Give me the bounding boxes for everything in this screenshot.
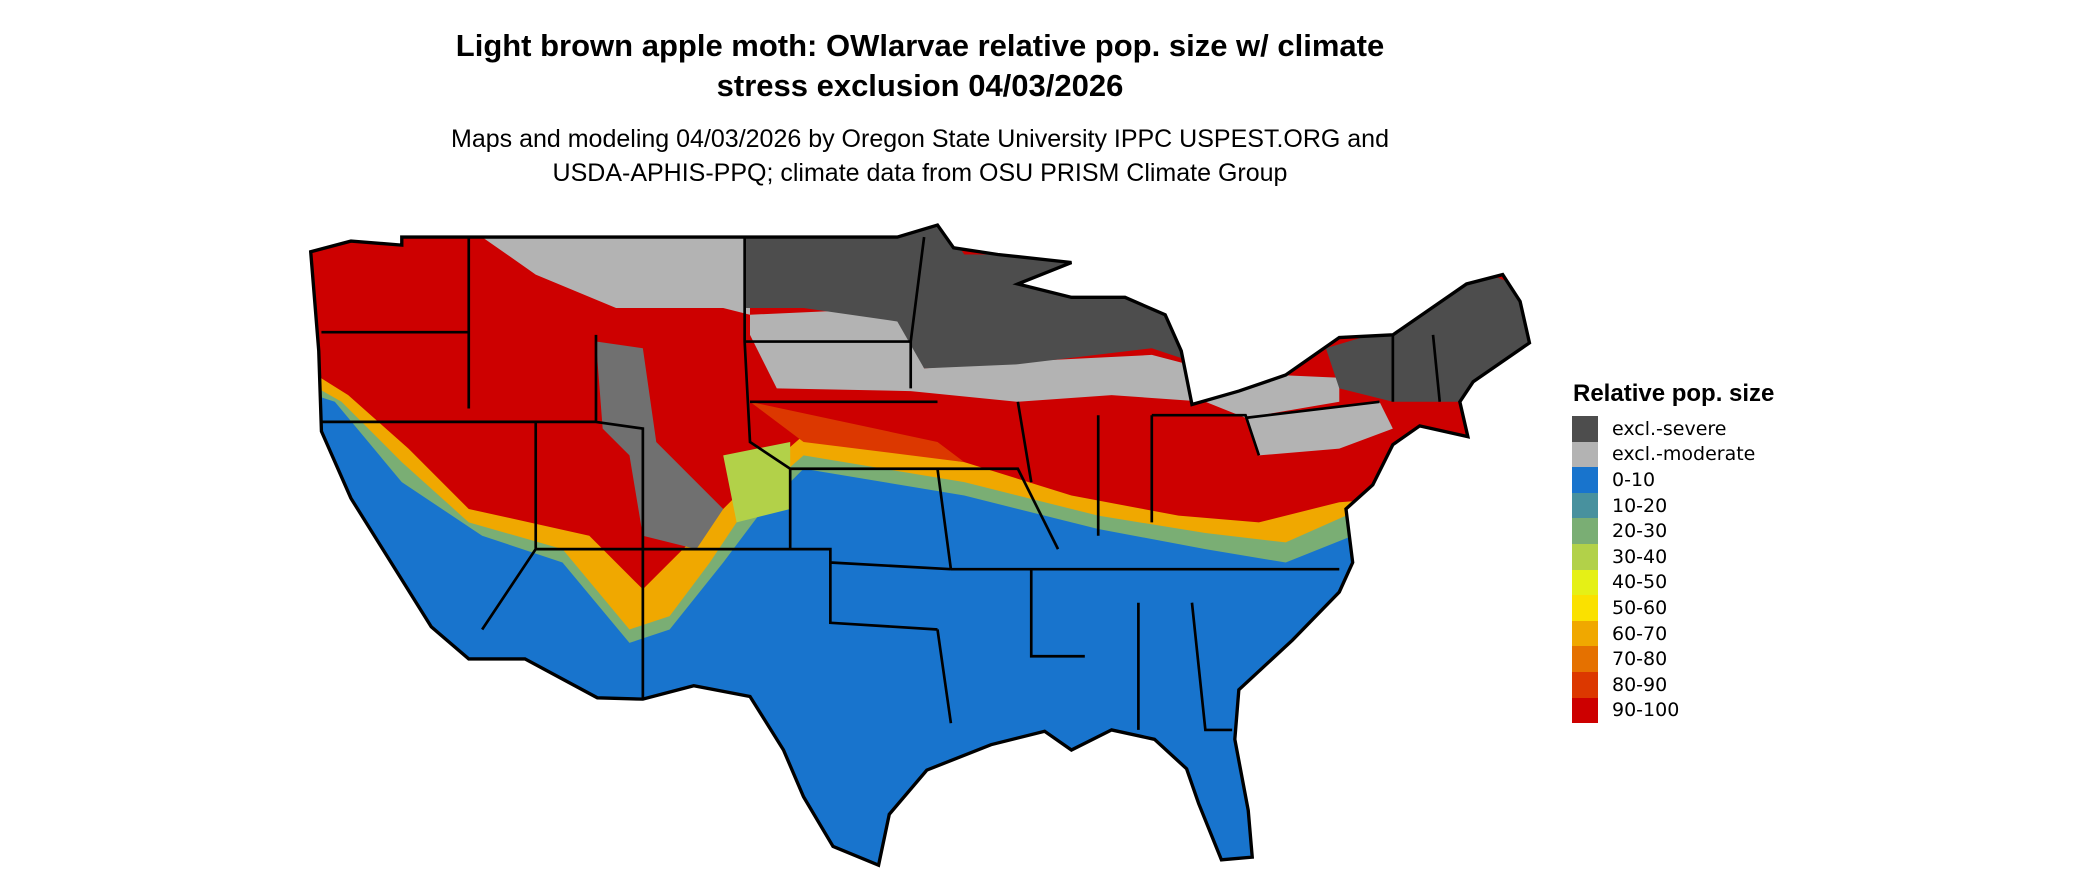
title-line-2: stress exclusion 04/03/2026 [716,68,1124,103]
legend-item: 90-100 [1572,697,1774,724]
map-subtitle: Maps and modeling 04/03/2026 by Oregon S… [0,122,1840,190]
legend-label: 20-30 [1612,520,1668,543]
legend-label: 80-90 [1612,673,1668,696]
legend-title: Relative pop. size [1573,380,1775,407]
legend-item: excl.-severe [1572,416,1774,442]
title-line-1: Light brown apple moth: OWlarvae relativ… [455,28,1385,63]
legend-swatch [1572,646,1598,672]
legend-item: 30-40 [1572,543,1774,570]
legend-label: excl.-moderate [1612,443,1756,466]
legend-label: 40-50 [1612,571,1668,594]
legend: Relative pop. size excl.-severe excl.-mod… [1572,380,1775,724]
legend-item: 10-20 [1572,492,1774,519]
legend-item: 20-30 [1572,518,1774,544]
legend-item: 50-60 [1572,595,1774,621]
legend-swatch [1572,492,1598,519]
legend-label: 90-100 [1612,699,1680,722]
legend-label: 50-60 [1612,596,1668,619]
legend-item: excl.-moderate [1572,441,1774,468]
legend-label: 10-20 [1612,494,1668,517]
legend-swatch [1572,569,1598,596]
legend-label: 60-70 [1612,622,1668,645]
legend-swatch [1572,595,1598,621]
legend-swatch [1572,518,1598,544]
legend-swatch [1572,543,1598,570]
legend-swatch [1572,697,1598,724]
legend-item: 70-80 [1572,646,1774,672]
legend-item: 60-70 [1572,620,1774,647]
map-title: Light brown apple moth: OWlarvae relativ… [0,26,1840,106]
legend-item: 40-50 [1572,569,1774,596]
legend-swatch [1572,620,1598,647]
legend-swatch [1572,467,1598,493]
subtitle-line-1: Maps and modeling 04/03/2026 by Oregon S… [451,125,1389,153]
legend-swatch [1572,671,1598,698]
legend-item: 80-90 [1572,671,1774,698]
legend-swatch [1572,416,1598,442]
subtitle-line-2: USDA-APHIS-PPQ; climate data from OSU PR… [552,159,1288,187]
legend-label: 30-40 [1612,545,1668,568]
legend-label: 0-10 [1612,468,1656,491]
legend-item: 0-10 [1572,467,1774,493]
legend-swatch [1572,441,1598,468]
legend-label: excl.-severe [1612,417,1727,440]
legend-label: 70-80 [1612,648,1668,671]
state-borders [321,236,1442,732]
